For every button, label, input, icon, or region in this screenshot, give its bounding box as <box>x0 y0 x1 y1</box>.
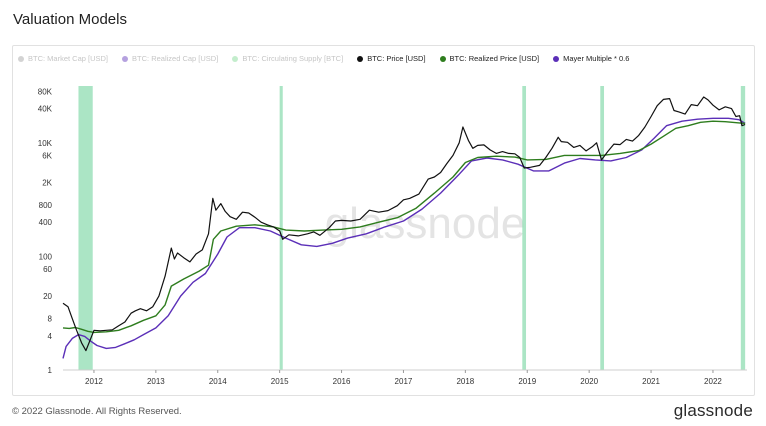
highlight-band-3 <box>600 86 605 370</box>
legend-label: BTC: Realized Price [USD] <box>449 54 540 63</box>
x-tick-label-1: 2013 <box>147 377 165 386</box>
chart-legend: BTC: Market Cap [USD] BTC: Realized Cap [… <box>18 54 629 63</box>
legend-swatch <box>232 55 239 62</box>
x-tick-label-3: 2015 <box>271 377 289 386</box>
legend-swatch <box>122 55 129 62</box>
x-tick-label-7: 2019 <box>518 377 536 386</box>
x-tick-label-5: 2017 <box>395 377 413 386</box>
legend-label: Mayer Multiple * 0.6 <box>563 54 630 63</box>
y-tick-label-4: 60 <box>43 265 52 274</box>
y-tick-label-10: 10K <box>38 139 53 148</box>
highlight-band-4 <box>740 86 746 370</box>
x-tick-label-0: 2012 <box>85 377 103 386</box>
legend-item-2[interactable]: BTC: Circulating Supply [BTC] <box>232 54 343 63</box>
x-tick-label-10: 2022 <box>704 377 722 386</box>
x-tick-label-2: 2014 <box>209 377 227 386</box>
legend-swatch <box>357 55 364 62</box>
legend-label: BTC: Price [USD] <box>367 54 426 63</box>
series-line-0 <box>62 96 746 352</box>
legend-item-1[interactable]: BTC: Realized Cap [USD] <box>122 54 218 63</box>
highlight-band-1 <box>279 86 283 370</box>
y-tick-label-5: 100 <box>39 252 53 261</box>
y-tick-label-3: 20 <box>43 292 52 301</box>
y-tick-label-8: 2K <box>42 179 52 188</box>
copyright-text: © 2022 Glassnode. All Rights Reserved. <box>12 406 182 417</box>
legend-item-4[interactable]: BTC: Realized Price [USD] <box>439 54 540 63</box>
legend-label: BTC: Realized Cap [USD] <box>132 54 219 63</box>
legend-swatch <box>18 55 24 62</box>
y-tick-label-9: 6K <box>42 151 52 160</box>
y-tick-label-6: 400 <box>39 218 53 227</box>
highlight-band-2 <box>522 86 527 370</box>
y-tick-label-11: 40K <box>38 105 53 114</box>
x-tick-label-8: 2020 <box>580 377 598 386</box>
y-tick-label-2: 8 <box>48 315 53 324</box>
legend-swatch <box>439 55 446 62</box>
legend-item-0[interactable]: BTC: Market Cap [USD] <box>18 54 108 63</box>
y-tick-label-1: 4 <box>48 332 53 341</box>
legend-item-5[interactable]: Mayer Multiple * 0.6 <box>553 54 629 63</box>
y-tick-label-0: 1 <box>48 366 53 375</box>
series-line-2 <box>62 117 746 359</box>
glassnode-logo: glassnode <box>673 401 753 420</box>
legend-label: BTC: Circulating Supply [BTC] <box>242 54 344 63</box>
x-tick-label-9: 2021 <box>642 377 660 386</box>
series-line-1 <box>62 120 746 334</box>
legend-swatch <box>553 55 560 62</box>
y-tick-label-7: 800 <box>39 201 53 210</box>
y-tick-label-12: 80K <box>38 88 53 97</box>
x-tick-label-6: 2018 <box>456 377 474 386</box>
legend-item-3[interactable]: BTC: Price [USD] <box>357 54 426 63</box>
legend-label: BTC: Market Cap [USD] <box>28 54 109 63</box>
page-title: Valuation Models <box>13 11 127 28</box>
x-tick-label-4: 2016 <box>333 377 351 386</box>
highlight-band-0 <box>78 86 93 370</box>
